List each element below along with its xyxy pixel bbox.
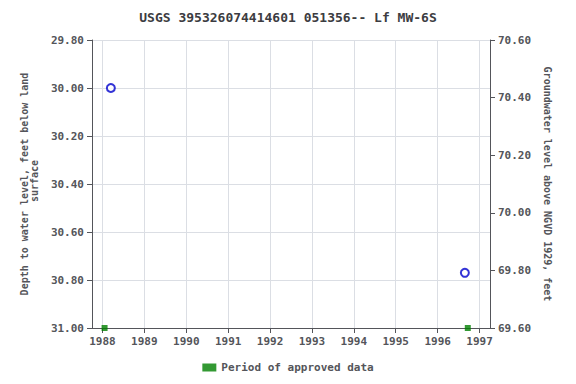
svg-text:69.60: 69.60 xyxy=(498,322,531,335)
svg-text:Period of approved data: Period of approved data xyxy=(221,361,373,374)
svg-text:30.20: 30.20 xyxy=(51,130,84,143)
svg-text:30.60: 30.60 xyxy=(51,226,84,239)
svg-text:USGS 395326074414601 051356--: USGS 395326074414601 051356-- Lf MW-6S xyxy=(139,10,437,25)
svg-text:1991: 1991 xyxy=(215,335,242,348)
svg-text:Groundwater level above NGVD 1: Groundwater level above NGVD 1929, feet xyxy=(542,67,553,302)
svg-text:30.40: 30.40 xyxy=(51,178,84,191)
svg-text:1988: 1988 xyxy=(89,335,116,348)
svg-text:Depth to water level, feet bel: Depth to water level, feet below land xyxy=(19,72,31,296)
svg-text:1994: 1994 xyxy=(341,335,368,348)
svg-text:1996: 1996 xyxy=(424,335,451,348)
svg-text:1993: 1993 xyxy=(299,335,326,348)
svg-text:1992: 1992 xyxy=(257,335,284,348)
svg-text:1990: 1990 xyxy=(173,335,200,348)
svg-text:70.20: 70.20 xyxy=(498,149,531,162)
svg-text:70.00: 70.00 xyxy=(498,206,531,219)
svg-text:69.80: 69.80 xyxy=(498,264,531,277)
svg-text:surface: surface xyxy=(29,160,40,208)
svg-text:1997: 1997 xyxy=(466,335,493,348)
svg-text:70.60: 70.60 xyxy=(498,34,531,47)
svg-text:29.80: 29.80 xyxy=(51,34,84,47)
svg-text:1995: 1995 xyxy=(382,335,409,348)
svg-text:30.80: 30.80 xyxy=(51,274,84,287)
svg-text:1989: 1989 xyxy=(131,335,158,348)
svg-text:30.00: 30.00 xyxy=(51,82,84,95)
svg-text:70.40: 70.40 xyxy=(498,91,531,104)
svg-text:31.00: 31.00 xyxy=(51,322,84,335)
